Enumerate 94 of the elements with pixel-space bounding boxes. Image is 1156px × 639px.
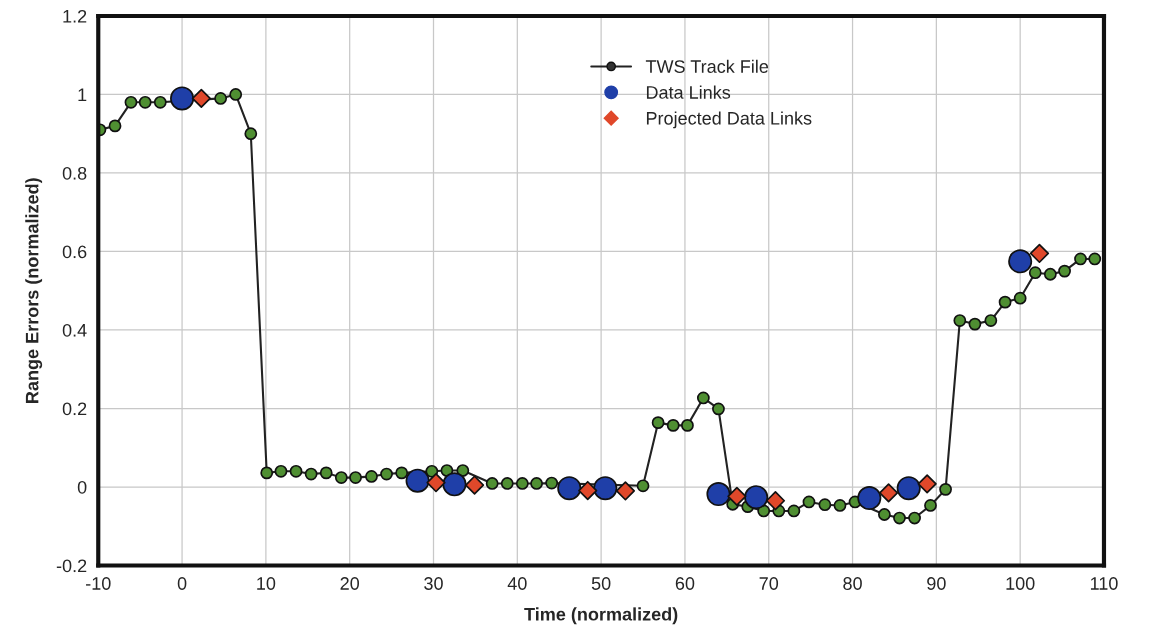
point xyxy=(124,95,138,109)
point xyxy=(878,483,899,503)
y-tick-label: 0.8 xyxy=(62,166,87,180)
point xyxy=(712,402,725,416)
y-tick-label: 0.6 xyxy=(62,245,87,259)
point xyxy=(968,317,982,331)
point xyxy=(696,391,710,405)
point xyxy=(998,295,1012,309)
point xyxy=(289,464,303,478)
point xyxy=(917,474,937,494)
x-tick-label: 80 xyxy=(843,577,862,590)
point xyxy=(818,498,832,512)
point xyxy=(464,475,485,495)
point xyxy=(857,485,882,511)
point xyxy=(380,467,393,481)
point xyxy=(1088,252,1102,266)
point xyxy=(500,477,514,490)
point xyxy=(349,471,362,484)
point xyxy=(1029,243,1050,264)
point xyxy=(229,88,243,101)
point xyxy=(191,88,211,109)
point xyxy=(953,314,967,327)
point xyxy=(485,477,499,490)
y-tick-label: 1 xyxy=(78,88,87,102)
point xyxy=(593,476,618,501)
point xyxy=(651,416,665,430)
x-tick-label: 110 xyxy=(1090,577,1118,590)
point xyxy=(319,466,333,480)
point xyxy=(545,476,559,490)
point xyxy=(802,495,816,509)
x-tick-label: 10 xyxy=(257,577,276,590)
y-tick-label: 0 xyxy=(77,480,87,494)
point xyxy=(1043,267,1057,281)
point xyxy=(244,127,258,141)
x-tick-label: 50 xyxy=(591,577,611,590)
point xyxy=(530,477,543,490)
point xyxy=(274,464,288,478)
point xyxy=(666,418,680,432)
x-tick-label: 60 xyxy=(675,577,695,590)
y-tick-label: 1.2 xyxy=(63,9,87,23)
y-tick-label: 0.4 xyxy=(62,323,87,337)
point xyxy=(833,499,847,512)
point xyxy=(108,119,122,133)
point xyxy=(615,481,636,501)
y-tick-label: -0.2 xyxy=(56,559,87,573)
point xyxy=(578,480,598,501)
x-tick-label: 30 xyxy=(424,577,443,590)
point xyxy=(908,511,921,525)
legend-label: TWS Track File xyxy=(645,59,769,73)
point xyxy=(787,504,801,518)
x-axis-title: Time (normalized) xyxy=(524,607,678,625)
x-tick-label: 70 xyxy=(759,577,779,590)
point xyxy=(984,314,998,327)
point xyxy=(214,92,228,105)
point xyxy=(878,508,891,521)
x-tick-label: 0 xyxy=(177,577,187,590)
point xyxy=(1028,266,1042,280)
point xyxy=(893,511,906,525)
y-tick-label: 0.2 xyxy=(62,402,87,416)
point xyxy=(304,467,318,481)
point xyxy=(1058,264,1071,278)
point xyxy=(924,499,937,512)
point xyxy=(765,491,786,511)
point xyxy=(260,466,274,480)
x-tick-label: 100 xyxy=(1006,577,1035,590)
x-tick-label: 90 xyxy=(927,577,946,590)
point xyxy=(706,482,731,507)
point xyxy=(365,470,378,483)
point xyxy=(138,95,152,109)
legend-label: Data Links xyxy=(646,85,731,99)
point xyxy=(939,482,952,496)
point xyxy=(334,471,348,484)
point xyxy=(405,468,430,493)
x-tick-label: 40 xyxy=(507,577,527,590)
y-axis-title: Range Errors (normalized) xyxy=(25,178,43,403)
point xyxy=(557,476,582,501)
point xyxy=(744,485,769,510)
point xyxy=(426,473,446,493)
point xyxy=(170,86,195,111)
x-tick-label: 20 xyxy=(340,577,360,590)
point xyxy=(395,466,409,480)
point xyxy=(896,476,921,501)
point xyxy=(515,477,529,490)
point xyxy=(1074,252,1087,266)
legend-label: Projected Data Links xyxy=(646,111,812,129)
point xyxy=(1013,291,1027,305)
point xyxy=(153,95,167,109)
point xyxy=(1008,249,1033,274)
point xyxy=(456,464,470,477)
x-tick-label: -10 xyxy=(86,577,111,590)
point xyxy=(636,479,650,493)
point xyxy=(442,472,467,497)
point xyxy=(727,486,747,507)
point xyxy=(681,418,694,432)
